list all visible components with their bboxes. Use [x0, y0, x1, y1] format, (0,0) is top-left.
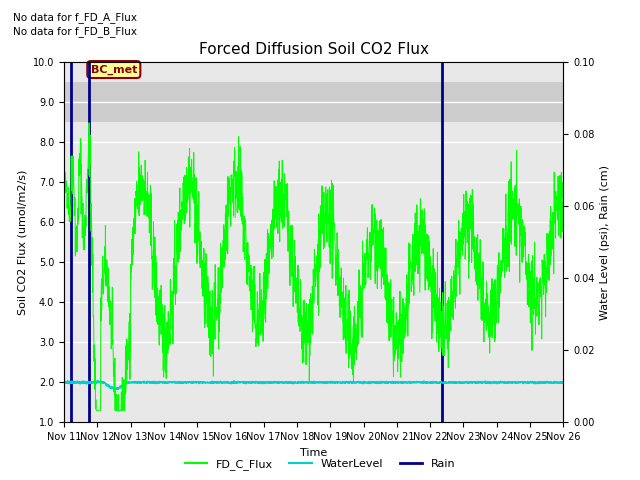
Bar [64, 83, 563, 122]
Legend: FD_C_Flux, WaterLevel, Rain: FD_C_Flux, WaterLevel, Rain [180, 455, 460, 474]
X-axis label: Time: Time [300, 448, 327, 457]
Text: No data for f_FD_A_Flux: No data for f_FD_A_Flux [13, 12, 137, 23]
Text: No data for f_FD_B_Flux: No data for f_FD_B_Flux [13, 26, 137, 37]
Title: Forced Diffusion Soil CO2 Flux: Forced Diffusion Soil CO2 Flux [198, 42, 429, 57]
Y-axis label: Water Level (psi), Rain (cm): Water Level (psi), Rain (cm) [600, 165, 610, 320]
Y-axis label: Soil CO2 Flux (umol/m2/s): Soil CO2 Flux (umol/m2/s) [17, 170, 28, 315]
Text: BC_met: BC_met [91, 64, 137, 75]
